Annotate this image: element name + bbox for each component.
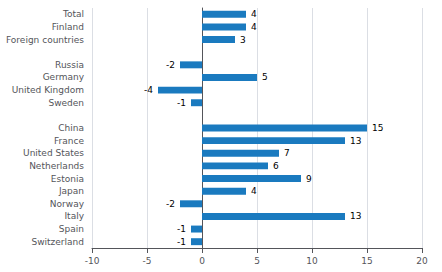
svg-text:0: 0 — [199, 256, 205, 266]
svg-text:13: 13 — [350, 211, 361, 221]
svg-text:-2: -2 — [166, 60, 175, 70]
svg-text:United Kingdom: United Kingdom — [12, 85, 84, 95]
svg-text:-1: -1 — [177, 224, 186, 234]
svg-text:5: 5 — [262, 72, 268, 82]
svg-text:15: 15 — [361, 256, 372, 266]
svg-text:Japan: Japan — [58, 186, 84, 196]
svg-text:-2: -2 — [166, 199, 175, 209]
svg-text:4: 4 — [251, 9, 257, 19]
svg-text:Estonia: Estonia — [51, 174, 84, 184]
svg-text:-4: -4 — [144, 85, 153, 95]
svg-text:China: China — [58, 123, 84, 133]
svg-text:Spain: Spain — [59, 224, 84, 234]
svg-text:United States: United States — [23, 148, 84, 158]
svg-text:Italy: Italy — [64, 211, 84, 221]
svg-text:Norway: Norway — [50, 199, 85, 209]
svg-text:Russia: Russia — [55, 60, 84, 70]
svg-text:15: 15 — [372, 123, 383, 133]
svg-text:Foreign countries: Foreign countries — [6, 35, 84, 45]
svg-text:-1: -1 — [177, 237, 186, 247]
svg-text:4: 4 — [251, 186, 257, 196]
svg-text:-1: -1 — [177, 98, 186, 108]
svg-text:10: 10 — [306, 256, 318, 266]
svg-text:Germany: Germany — [43, 72, 85, 82]
svg-text:Sweden: Sweden — [48, 98, 84, 108]
svg-text:6: 6 — [273, 161, 279, 171]
svg-text:4: 4 — [251, 22, 257, 32]
svg-text:9: 9 — [306, 174, 312, 184]
svg-text:Total: Total — [62, 9, 84, 19]
svg-text:Switzerland: Switzerland — [32, 237, 85, 247]
svg-text:Netherlands: Netherlands — [29, 161, 84, 171]
svg-text:Finland: Finland — [52, 22, 84, 32]
svg-text:3: 3 — [240, 35, 246, 45]
svg-text:20: 20 — [416, 256, 428, 266]
svg-text:-5: -5 — [143, 256, 152, 266]
svg-text:5: 5 — [254, 256, 260, 266]
svg-text:France: France — [54, 136, 84, 146]
svg-text:-10: -10 — [85, 256, 100, 266]
svg-text:13: 13 — [350, 136, 361, 146]
svg-text:7: 7 — [284, 148, 290, 158]
